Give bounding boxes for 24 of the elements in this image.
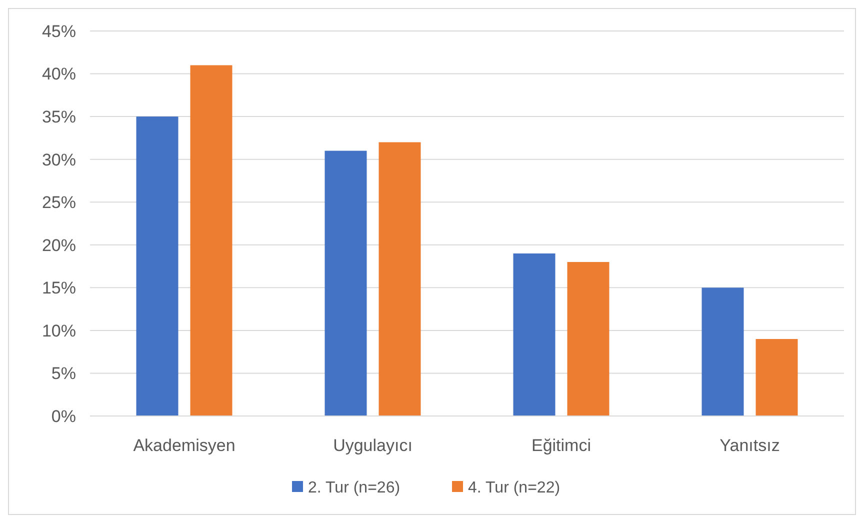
bar [567, 262, 610, 416]
y-tick-label: 0% [51, 406, 76, 426]
y-tick-label: 20% [42, 236, 76, 255]
y-tick-label: 10% [42, 321, 76, 340]
legend-label: 2. Tur (n=26) [308, 480, 400, 497]
y-tick-label: 30% [42, 150, 76, 170]
legend-label: 4. Tur (n=22) [468, 480, 560, 497]
bar [324, 150, 367, 416]
bar [702, 288, 744, 416]
x-tick-label: Yanıtsız [720, 436, 780, 455]
bar [378, 142, 421, 416]
bar [513, 253, 556, 416]
x-tick-label: Eğitimci [531, 436, 592, 455]
bar [136, 116, 178, 416]
x-tick-label: Uygulayıcı [333, 436, 412, 455]
bar [756, 339, 798, 416]
bar [190, 65, 232, 416]
y-tick-label: 15% [42, 278, 76, 298]
y-tick-label: 5% [51, 364, 76, 384]
y-tick-label: 35% [42, 108, 76, 127]
y-tick-label: 40% [42, 64, 76, 84]
x-tick-label: Akademisyen [133, 436, 236, 455]
y-tick-label: 45% [42, 22, 76, 41]
y-tick-label: 25% [42, 193, 76, 212]
